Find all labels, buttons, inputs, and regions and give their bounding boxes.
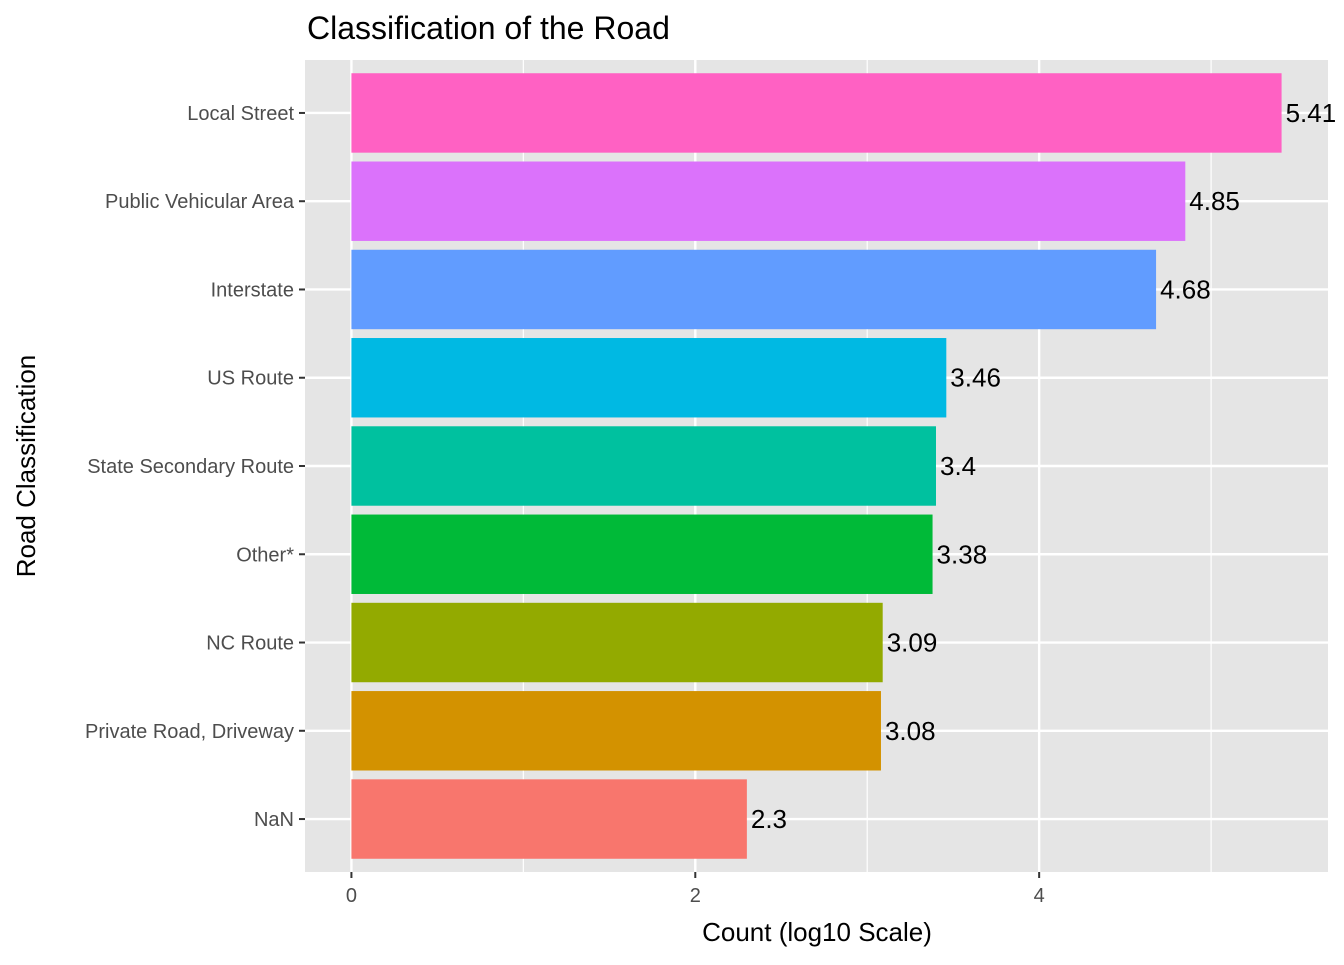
bar — [351, 514, 933, 594]
bar-value-label: 3.38 — [937, 539, 988, 569]
bar — [351, 338, 947, 418]
y-tick-label: Private Road, Driveway — [85, 721, 294, 743]
bar — [351, 426, 936, 506]
y-tick-label: NaN — [254, 809, 294, 831]
bar-value-label: 4.85 — [1189, 186, 1240, 216]
bar-value-label: 3.08 — [885, 716, 936, 746]
bar — [351, 249, 1157, 330]
bar-value-label: 3.46 — [950, 363, 1001, 393]
y-tick-label: Local Street — [187, 103, 294, 125]
x-tick-label: 4 — [1034, 885, 1045, 907]
bar-value-label: 3.4 — [940, 451, 976, 481]
x-tick-label: 2 — [690, 885, 701, 907]
y-tick-label: US Route — [207, 368, 294, 390]
bars-group — [351, 73, 1282, 859]
bar — [351, 779, 747, 859]
bar-value-label: 5.41 — [1286, 98, 1337, 128]
bar — [351, 602, 883, 683]
bar-value-label: 3.09 — [887, 628, 938, 658]
y-axis-title: Road Classification — [11, 355, 41, 578]
x-axis: 0 2 4 — [346, 872, 1045, 907]
y-tick-label: NC Route — [206, 633, 294, 655]
bar-value-label: 2.3 — [751, 804, 787, 834]
y-tick-label: State Secondary Route — [87, 456, 294, 478]
bar — [351, 73, 1282, 153]
chart-title: Classification of the Road — [307, 10, 670, 46]
y-tick-label: Interstate — [211, 279, 294, 301]
y-tick-label: Public Vehicular Area — [105, 191, 295, 213]
x-tick-label: 0 — [346, 885, 357, 907]
x-axis-title: Count (log10 Scale) — [702, 917, 932, 947]
bar — [351, 691, 881, 771]
bar — [351, 161, 1186, 241]
value-labels-group: 2.3 3.08 3.09 3.38 3.4 3.46 4.68 4.85 5.41 — [751, 98, 1336, 834]
bar-value-label: 4.68 — [1160, 274, 1211, 304]
y-axis: NaN Private Road, Driveway NC Route Other* S… — [85, 103, 305, 831]
y-tick-label: Other* — [236, 544, 294, 566]
